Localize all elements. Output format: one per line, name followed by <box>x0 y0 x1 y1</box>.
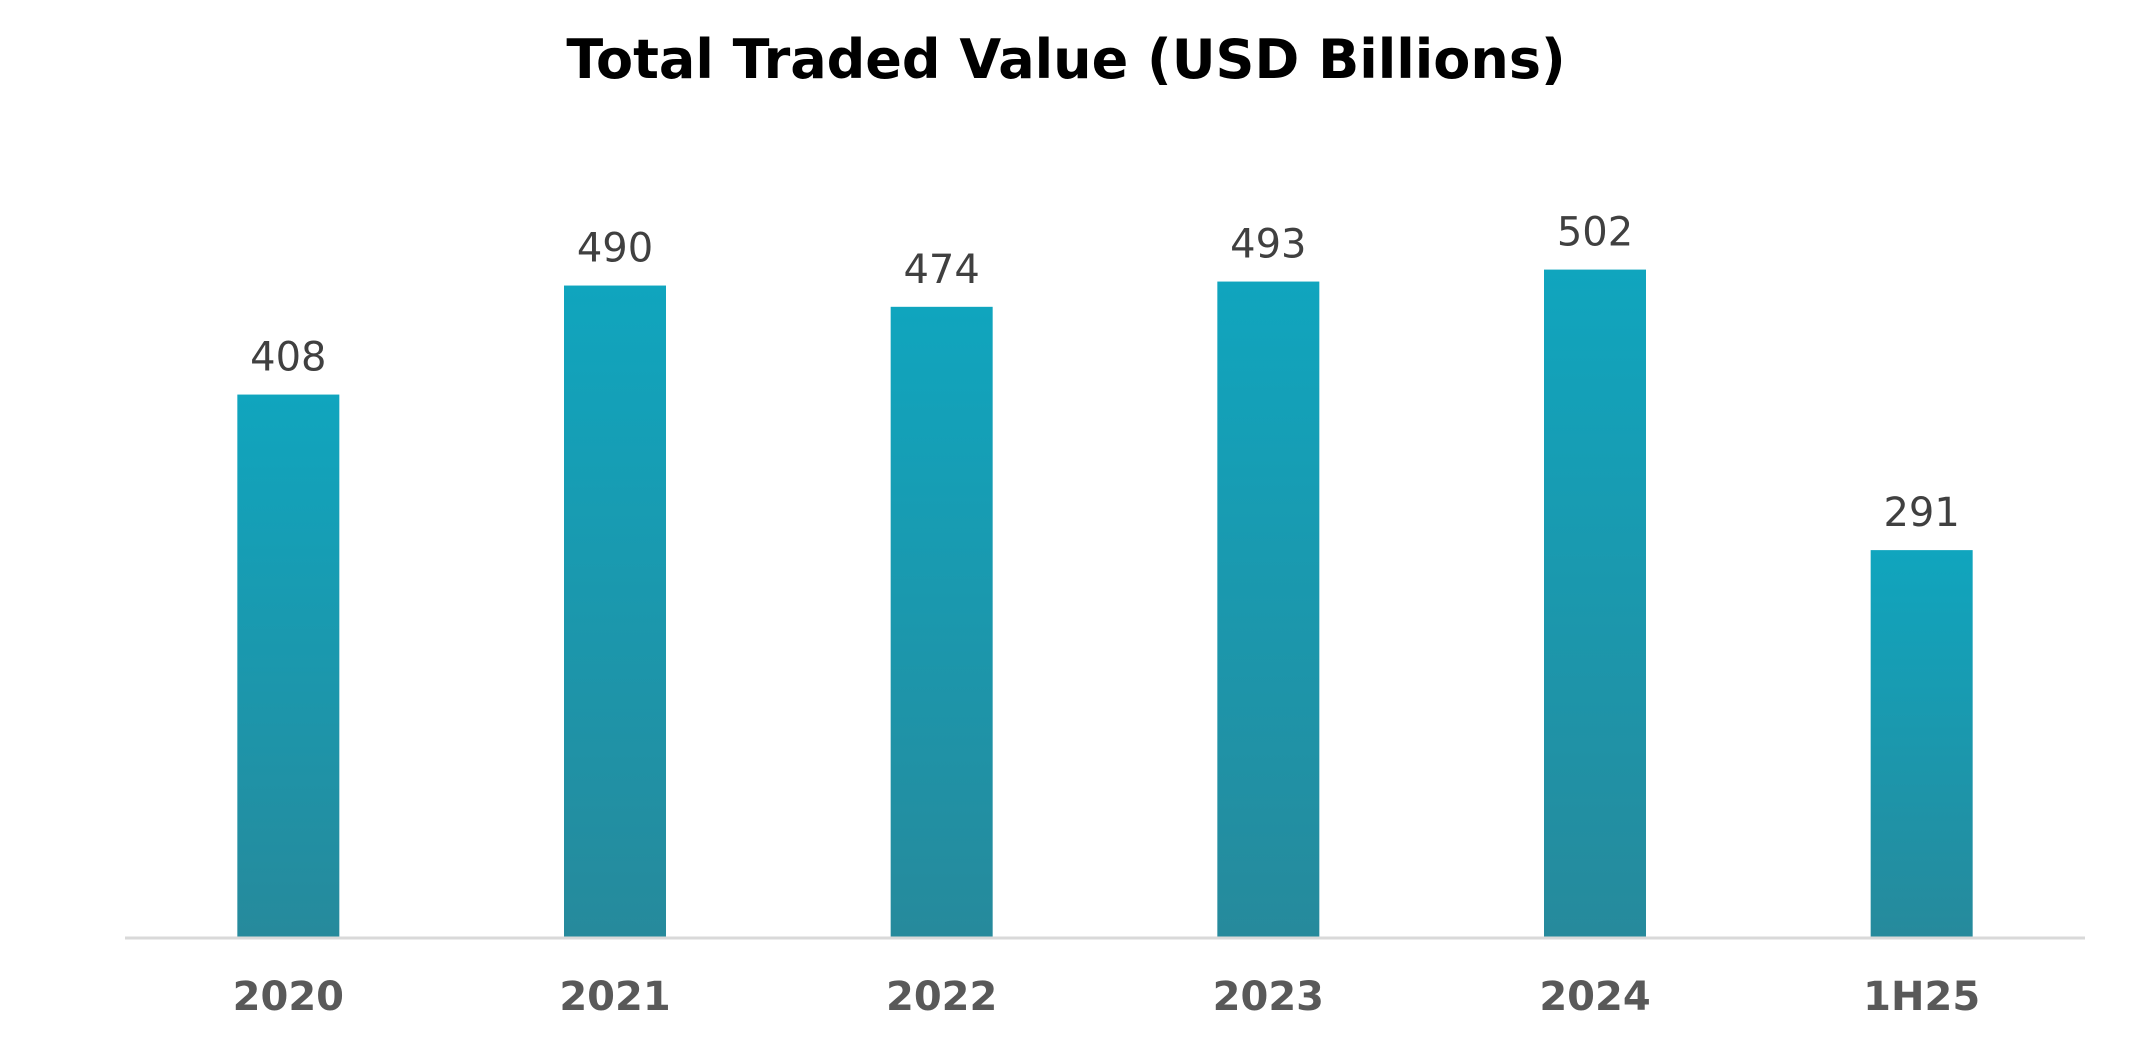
data-label-2024: 502 <box>1557 210 1633 256</box>
bar-2022 <box>890 306 993 937</box>
x-tick-label-2022: 2022 <box>886 974 997 1020</box>
x-tick-label-2020: 2020 <box>233 974 344 1020</box>
bar-2020 <box>237 394 340 938</box>
x-tick-label-2023: 2023 <box>1213 974 1324 1020</box>
chart-title: Total Traded Value (USD Billions) <box>566 28 1566 91</box>
value-labels-layer: 408 490 474 493 502 291 <box>250 210 1960 537</box>
bar-2023 <box>1217 281 1320 937</box>
data-label-2021: 490 <box>577 226 653 272</box>
bar-1H25 <box>1870 550 1973 937</box>
data-label-1H25: 291 <box>1883 490 1959 536</box>
data-label-2022: 474 <box>903 247 979 293</box>
bar-2024 <box>1544 269 1646 937</box>
x-tick-label-2024: 2024 <box>1539 974 1650 1020</box>
x-tick-labels-layer: 2020 2021 2022 2023 2024 1H25 <box>233 974 1980 1020</box>
x-tick-label-2021: 2021 <box>559 974 670 1020</box>
x-tick-label-1H25: 1H25 <box>1863 974 1980 1020</box>
data-label-2020: 408 <box>250 335 326 381</box>
bar-2021 <box>564 285 666 937</box>
data-label-2023: 493 <box>1230 222 1306 268</box>
bars-layer <box>237 269 1973 938</box>
